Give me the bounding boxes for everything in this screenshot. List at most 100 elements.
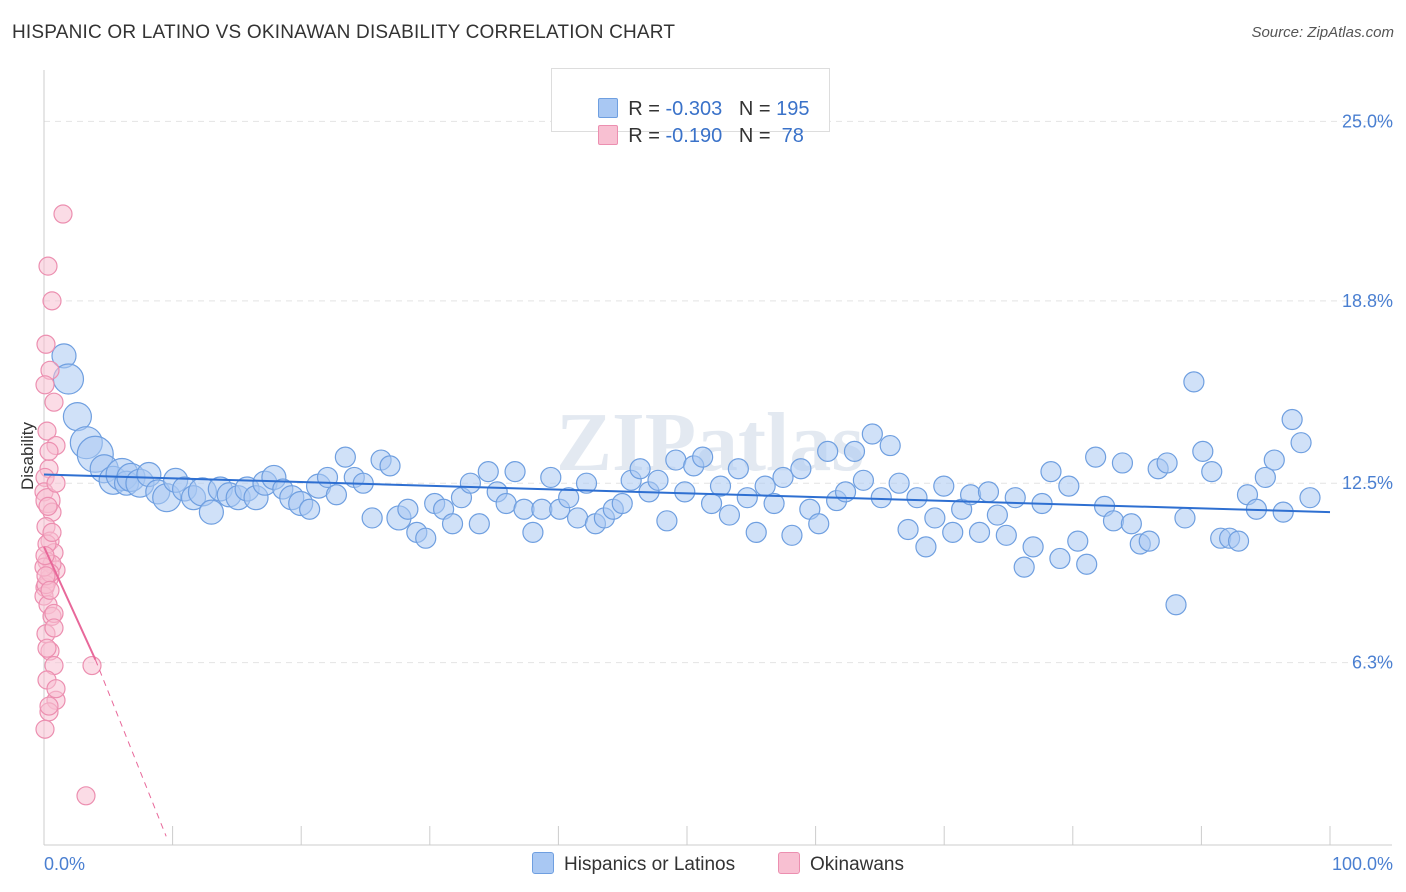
data-point[interactable] [44, 392, 64, 412]
data-point[interactable] [933, 475, 955, 497]
data-point[interactable] [477, 461, 499, 483]
data-point[interactable] [1013, 556, 1035, 578]
data-point[interactable] [718, 504, 741, 526]
data-point[interactable] [968, 521, 991, 544]
data-point[interactable] [629, 458, 651, 480]
data-point[interactable] [540, 466, 562, 489]
data-point[interactable] [1049, 547, 1071, 570]
data-point[interactable] [1102, 510, 1125, 532]
data-point[interactable] [513, 498, 535, 520]
data-point[interactable] [37, 638, 57, 658]
data-point[interactable] [299, 498, 321, 520]
legend-item-okinawans[interactable]: Okinawans [778, 852, 904, 876]
data-point[interactable] [1085, 446, 1107, 468]
data-point[interactable] [38, 496, 58, 516]
data-point[interactable] [53, 204, 73, 224]
data-point[interactable] [977, 481, 1000, 503]
data-point[interactable] [915, 536, 937, 558]
data-point[interactable] [1120, 513, 1142, 535]
data-point[interactable] [1227, 530, 1250, 552]
data-point[interactable] [468, 513, 490, 535]
data-point[interactable] [1058, 475, 1080, 497]
data-point[interactable] [46, 679, 66, 699]
data-point[interactable] [1263, 449, 1285, 471]
data-point[interactable] [40, 580, 60, 600]
data-point[interactable] [504, 461, 526, 483]
data-point[interactable] [37, 421, 57, 441]
data-point[interactable] [531, 498, 553, 520]
legend-item-hispanics[interactable]: Hispanics or Latinos [532, 852, 735, 876]
data-point[interactable] [558, 487, 580, 509]
data-point[interactable] [42, 291, 62, 311]
data-point[interactable] [1183, 371, 1205, 393]
data-point[interactable] [942, 521, 964, 544]
data-point[interactable] [656, 510, 678, 532]
data-point[interactable] [1254, 466, 1276, 489]
data-point[interactable] [566, 507, 589, 529]
data-point[interactable] [325, 484, 348, 506]
data-point[interactable] [897, 518, 919, 541]
data-point[interactable] [843, 440, 866, 462]
data-point[interactable] [1272, 501, 1294, 523]
data-point[interactable] [397, 498, 419, 520]
data-point[interactable] [39, 696, 59, 716]
data-point[interactable] [46, 473, 66, 493]
data-point[interactable] [1201, 461, 1223, 483]
data-point[interactable] [665, 449, 687, 471]
data-point[interactable] [808, 513, 830, 535]
data-point[interactable] [924, 507, 946, 529]
data-point[interactable] [1004, 487, 1026, 509]
data-point[interactable] [745, 521, 767, 544]
data-point[interactable] [35, 375, 55, 395]
data-point[interactable] [334, 446, 356, 468]
data-point[interactable] [42, 522, 62, 543]
data-point[interactable] [1040, 461, 1062, 483]
data-point[interactable] [198, 499, 224, 525]
data-point[interactable] [522, 521, 544, 544]
data-point[interactable] [611, 492, 633, 515]
data-point[interactable] [459, 472, 482, 494]
data-point[interactable] [1022, 536, 1044, 558]
data-point[interactable] [772, 466, 794, 489]
data-point[interactable] [1281, 408, 1303, 431]
data-point[interactable] [817, 440, 839, 462]
data-point[interactable] [379, 455, 401, 477]
data-point[interactable] [986, 504, 1008, 526]
data-point[interactable] [1111, 452, 1134, 474]
data-point[interactable] [1156, 452, 1178, 474]
data-point[interactable] [415, 527, 437, 549]
data-point[interactable] [709, 475, 732, 497]
data-point[interactable] [647, 469, 669, 491]
data-point[interactable] [1290, 432, 1312, 454]
data-point[interactable] [575, 472, 598, 494]
data-point[interactable] [736, 487, 758, 509]
data-point[interactable] [441, 513, 464, 535]
data-point[interactable] [1174, 507, 1196, 529]
data-point[interactable] [36, 334, 56, 354]
data-point[interactable] [1138, 530, 1160, 552]
data-point[interactable] [1165, 594, 1187, 616]
data-point[interactable] [763, 492, 785, 515]
data-point[interactable] [1076, 553, 1098, 575]
data-point[interactable] [361, 507, 383, 529]
data-point[interactable] [692, 446, 714, 468]
data-point[interactable] [44, 618, 64, 638]
data-point[interactable] [727, 458, 749, 480]
data-point[interactable] [76, 786, 96, 806]
data-point[interactable] [1067, 530, 1089, 552]
data-point[interactable] [906, 487, 928, 509]
data-point[interactable] [35, 719, 55, 739]
data-point[interactable] [1299, 487, 1321, 509]
data-point[interactable] [790, 458, 812, 480]
data-point[interactable] [879, 434, 901, 457]
data-point[interactable] [674, 481, 696, 503]
data-point[interactable] [888, 472, 910, 494]
data-point[interactable] [1192, 440, 1214, 462]
data-point[interactable] [781, 524, 803, 546]
data-point[interactable] [39, 441, 59, 461]
data-point[interactable] [82, 655, 102, 676]
data-point[interactable] [995, 524, 1017, 546]
data-point[interactable] [852, 469, 875, 491]
data-point[interactable] [495, 492, 517, 515]
data-point[interactable] [38, 256, 58, 276]
